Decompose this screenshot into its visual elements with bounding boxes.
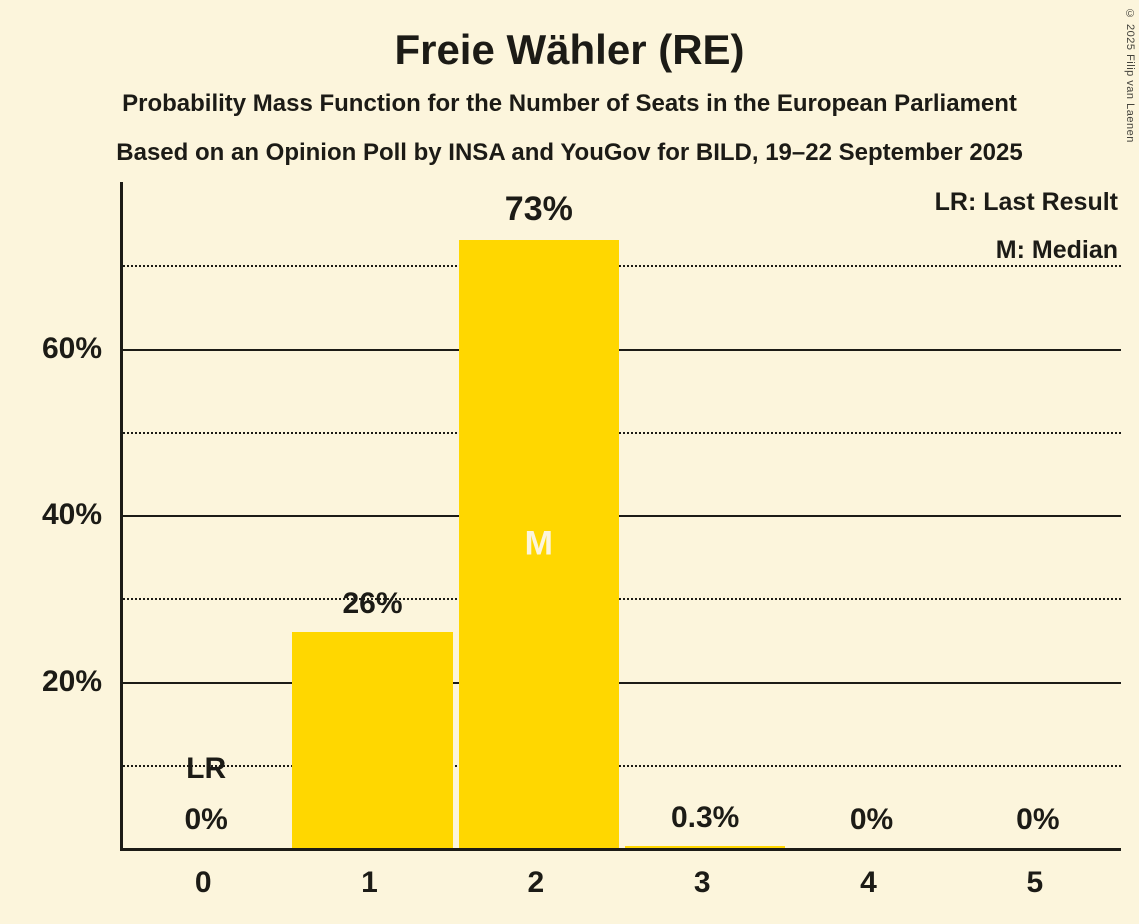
x-tick-label-3: 3 (693, 866, 711, 899)
bar-value-label: 26% (342, 586, 403, 620)
x-tick-label-5: 5 (1026, 866, 1044, 899)
gridline-dotted-50 (123, 431, 1121, 434)
bar-value-label: 73% (504, 189, 573, 228)
gridline-solid-40 (123, 515, 1121, 517)
chart-subtitle-line2: Based on an Opinion Poll by INSA and You… (116, 139, 1023, 166)
copyright-notice: © 2025 Filip van Laenen (1124, 8, 1136, 143)
bar-value-label: 0% (1016, 803, 1060, 836)
legend-median: M: Median (995, 236, 1118, 264)
plot-area: 0% 26% 73% 0.3% 0% 0% M LR (120, 182, 1121, 851)
y-tick-label-20%: 20% (41, 664, 102, 698)
x-tick-label-4: 4 (860, 866, 877, 899)
bar-value-label: 0% (184, 803, 228, 836)
x-tick-label-0: 0 (194, 866, 212, 899)
gridline-solid-60 (123, 348, 1121, 351)
gridline-dotted-70 (123, 265, 1121, 268)
x-tick-label-2: 2 (527, 866, 545, 899)
y-tick-label-40%: 40% (41, 498, 102, 531)
bar-seats-3 (625, 845, 786, 848)
bar-seats-1 (292, 631, 453, 848)
legend-last-result: LR: Last Result (934, 188, 1118, 216)
gridline-solid-20 (123, 681, 1121, 684)
bar-value-label: 0% (849, 803, 894, 836)
median-marker: M (524, 524, 553, 563)
y-tick-label-60%: 60% (41, 331, 102, 365)
chart-subtitle-line1: Probability Mass Function for the Number… (122, 90, 1017, 117)
x-tick-label-1: 1 (361, 866, 378, 899)
last-result-marker: LR (186, 752, 227, 785)
gridline-dotted-30 (123, 598, 1121, 601)
bar-seats-2 (458, 240, 619, 848)
bar-value-label: 0.3% (670, 800, 740, 834)
gridline-dotted-10 (123, 764, 1121, 767)
chart-title: Freie Wähler (RE) (394, 26, 745, 73)
